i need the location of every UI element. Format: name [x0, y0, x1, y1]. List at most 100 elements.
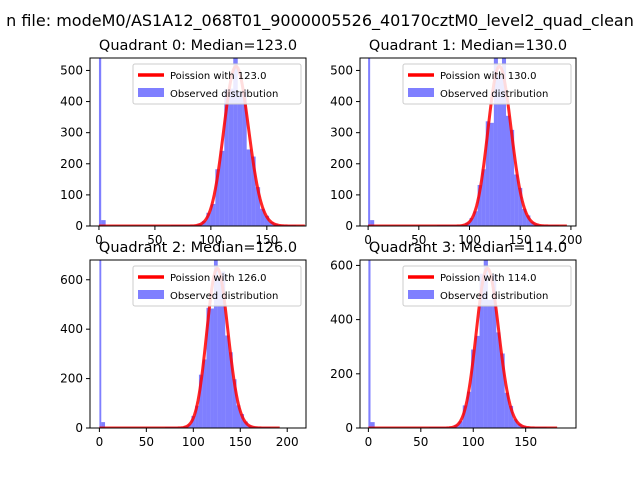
- legend-label: Poission with 123.0: [170, 71, 266, 82]
- histogram-bar: [506, 115, 511, 226]
- histogram-bar: [228, 352, 233, 428]
- y-tick-label: 200: [60, 372, 83, 386]
- histogram-bar: [210, 308, 214, 428]
- legend: Poission with 114.0 Observed distribution: [402, 265, 572, 307]
- histogram-bar: [496, 332, 501, 428]
- histogram-bar: [236, 405, 241, 428]
- histogram-bar: [489, 122, 494, 226]
- y-tick-label: 400: [330, 95, 353, 109]
- y-tick-label: 100: [330, 188, 353, 202]
- histogram-bar: [485, 121, 490, 226]
- legend-label: Poission with 130.0: [440, 71, 536, 82]
- histogram-bar: [493, 58, 498, 226]
- histogram-bar: [219, 150, 225, 226]
- histogram-bar: [232, 379, 237, 428]
- x-tick-label: 100: [462, 435, 485, 449]
- histogram-bar: [215, 169, 220, 226]
- x-tick-label: 0: [364, 233, 372, 247]
- histogram-bar: [251, 156, 256, 226]
- histogram-bar: [458, 421, 463, 428]
- legend-label: Observed distribution: [170, 89, 278, 100]
- y-tick-label: 0: [345, 219, 353, 233]
- x-tick-label: 100: [458, 233, 481, 247]
- histogram-bar: [514, 174, 519, 226]
- subplot-title: Quadrant 2: Median=126.0: [99, 240, 297, 256]
- subplot-title: Quadrant 3: Median=114.0: [369, 240, 567, 256]
- histogram-bar: [213, 260, 218, 428]
- histogram-bar: [483, 260, 488, 428]
- histogram-bar: [264, 215, 270, 226]
- legend: Poission with 130.0 Observed distribution: [402, 63, 572, 105]
- axes-frame: [89, 57, 307, 227]
- y-tick-label: 300: [330, 126, 353, 140]
- x-tick-label: 0: [96, 435, 104, 449]
- x-tick-label: 100: [182, 435, 205, 449]
- histogram-bar: [471, 349, 476, 428]
- legend-label: Observed distribution: [440, 89, 548, 100]
- subplot-title: Quadrant 0: Median=123.0: [99, 38, 297, 54]
- x-tick-label: 50: [413, 435, 428, 449]
- x-tick-label: 0: [365, 435, 373, 449]
- histogram-bar: [522, 209, 527, 226]
- x-tick-label: 150: [509, 233, 532, 247]
- legend-label: Observed distribution: [440, 291, 548, 302]
- x-tick-label: 200: [559, 233, 582, 247]
- legend-label: Observed distribution: [170, 291, 278, 302]
- histogram-bar: [217, 277, 222, 428]
- histogram-bar: [260, 208, 265, 226]
- histogram-bar: [492, 274, 497, 428]
- axes-frame: [359, 259, 577, 429]
- x-tick-label: 100: [199, 233, 222, 247]
- axes-frame: [89, 259, 307, 429]
- y-tick-label: 0: [75, 421, 83, 435]
- histogram-bar: [462, 405, 467, 428]
- histogram-bar: [99, 260, 102, 428]
- histogram-bar: [473, 211, 478, 226]
- histogram-bar: [198, 374, 203, 428]
- legend-label: Poission with 126.0: [170, 273, 266, 284]
- subplot-quadrant-3: 0 50 100 150 0 200 400 600 Quadrant 3: Median=11…: [330, 240, 577, 449]
- histogram-bar: [221, 271, 226, 428]
- histogram-bar: [513, 419, 518, 428]
- histogram-bar: [370, 220, 375, 226]
- histogram-bar: [487, 299, 493, 428]
- y-tick-label: 500: [60, 63, 83, 77]
- poisson-curve: [367, 266, 558, 428]
- histogram-bar: [191, 415, 196, 428]
- histogram-bar: [242, 89, 247, 226]
- histogram-bar: [368, 58, 371, 226]
- histogram-bar: [98, 58, 102, 226]
- histogram-bar: [510, 129, 515, 226]
- histogram-bar: [206, 212, 211, 226]
- x-tick-label: 150: [229, 435, 252, 449]
- poisson-curve: [98, 64, 306, 226]
- poisson-curve: [367, 64, 568, 226]
- histogram-bar: [508, 405, 514, 428]
- histogram-bar: [210, 203, 216, 226]
- y-tick-label: 600: [60, 273, 83, 287]
- histogram-bar: [233, 58, 238, 226]
- histogram-bar: [481, 169, 486, 226]
- histogram-bar: [526, 215, 531, 226]
- legend-bar-swatch: [408, 290, 434, 299]
- histogram-bar: [504, 392, 509, 428]
- legend: Poission with 126.0 Observed distribution: [132, 265, 302, 307]
- histogram-bar: [224, 89, 229, 226]
- y-tick-label: 200: [60, 157, 83, 171]
- histogram-bar: [469, 218, 474, 226]
- histogram-bar: [255, 187, 261, 226]
- histogram-bar: [370, 422, 375, 428]
- histogram-bar: [479, 273, 484, 428]
- y-tick-label: 300: [60, 126, 83, 140]
- y-tick-label: 500: [330, 63, 353, 77]
- histogram-bars: [99, 260, 271, 428]
- x-tick-label: 150: [255, 233, 278, 247]
- x-tick-label: 200: [276, 435, 299, 449]
- subplot-grid: 0 50 100 150 0 100 200 300 400 500 Quadrant 0: Med…: [60, 38, 582, 449]
- histogram-bars: [368, 58, 559, 226]
- histogram-bar: [240, 414, 245, 428]
- histogram-bar: [228, 88, 234, 226]
- poisson-curve: [98, 266, 281, 428]
- legend-bar-swatch: [138, 290, 164, 299]
